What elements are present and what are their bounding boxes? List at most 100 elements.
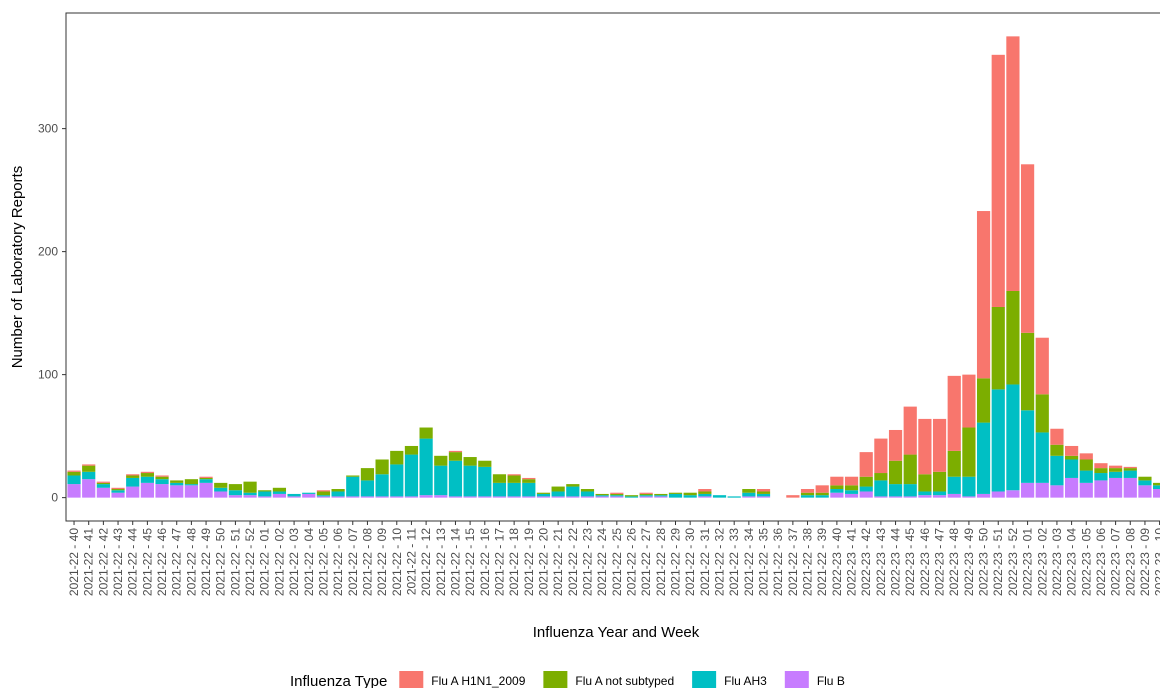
bar-segment <box>67 471 81 476</box>
x-tick-label: 2021-22 - 51 <box>228 528 242 596</box>
x-tick-label: 2021-22 - 06 <box>331 528 345 596</box>
bar-segment <box>228 490 243 496</box>
bar-segment <box>1035 337 1049 395</box>
x-tick-label: 2021-22 - 20 <box>536 528 550 596</box>
bar-segment <box>82 471 96 480</box>
bar-segment <box>815 495 829 498</box>
bar-segment <box>316 496 331 498</box>
bar-segment <box>918 474 932 492</box>
bar-segment <box>932 418 947 472</box>
bar-segment <box>1064 477 1079 498</box>
bar-segment <box>390 450 404 465</box>
bar-segment <box>419 495 433 498</box>
bar-segment <box>903 496 917 498</box>
bar-segment <box>1035 394 1049 433</box>
bar-segment <box>742 492 756 497</box>
x-tick-label: 2021-22 - 46 <box>155 528 169 596</box>
bar-segment <box>302 493 316 498</box>
y-tick-label: 0 <box>51 491 58 505</box>
bar-segment <box>214 482 228 488</box>
bar-segment <box>448 496 463 498</box>
bar-segment <box>434 495 448 498</box>
bar-segment <box>932 491 947 496</box>
bar-segment <box>844 476 859 486</box>
bar-segment <box>844 490 859 494</box>
x-tick-label: 2021-22 - 38 <box>801 528 815 596</box>
bar-segment <box>962 476 976 497</box>
bar-segment <box>580 496 595 498</box>
bar-segment <box>478 460 492 467</box>
x-tick-label: 2021-22 - 33 <box>727 528 741 596</box>
bar-segment <box>859 452 873 477</box>
bar-segment <box>874 496 888 498</box>
bar-segment <box>991 54 1005 307</box>
bar-segment <box>976 493 991 498</box>
x-tick-label: 2021-22 - 28 <box>654 528 668 596</box>
bar-segment <box>140 482 154 498</box>
bar-segment <box>1050 485 1064 498</box>
x-tick-label: 2021-22 - 01 <box>258 528 272 596</box>
bar-segment <box>316 495 331 497</box>
bar-segment <box>888 429 903 461</box>
bar-segment <box>478 496 492 498</box>
bar-segment <box>947 450 961 477</box>
x-tick-label: 2021-22 - 39 <box>815 528 829 596</box>
bar-segment <box>492 482 507 497</box>
bar-segment <box>991 491 1005 498</box>
bar-segment <box>126 474 140 476</box>
x-tick-label: 2021-22 - 52 <box>243 528 257 596</box>
x-tick-label: 2021-22 - 03 <box>287 528 301 596</box>
x-tick-label: 2021-22 - 42 <box>96 528 110 596</box>
x-tick-label: 2021-22 - 31 <box>698 528 712 596</box>
bar-segment <box>932 495 947 498</box>
x-axis-title: Influenza Year and Week <box>533 624 700 641</box>
bar-segment <box>1035 432 1049 483</box>
bar-segment <box>595 495 609 497</box>
x-tick-label: 2022-23 - 47 <box>933 528 947 596</box>
bar-segment <box>1109 465 1123 469</box>
bar-segment <box>683 492 697 496</box>
bar-segment <box>918 491 932 496</box>
bar-segment <box>1020 332 1035 411</box>
bar-segment <box>111 490 125 493</box>
bar-segment <box>1020 164 1035 333</box>
x-tick-label: 2021-22 - 50 <box>214 528 228 596</box>
bar-segment <box>962 427 976 477</box>
bar-segment <box>507 474 521 476</box>
bar-segment <box>272 487 287 492</box>
bar-segment <box>1153 482 1160 486</box>
x-tick-label: 2021-22 - 30 <box>683 528 697 596</box>
x-tick-label: 2021-22 - 18 <box>507 528 521 596</box>
bar-segment <box>844 493 859 498</box>
bar-segment <box>1064 459 1079 478</box>
bar-segment <box>595 496 609 498</box>
bar-segment <box>874 438 888 474</box>
x-tick-label: 2021-22 - 24 <box>595 528 609 596</box>
bar-segment <box>580 491 595 497</box>
bar-segment <box>346 476 360 497</box>
bar-segment <box>976 378 991 423</box>
bar-segment <box>947 375 961 451</box>
bar-segment <box>170 485 184 498</box>
bar-segment <box>96 484 110 488</box>
bar-segment <box>639 493 653 496</box>
bar-segment <box>1064 455 1079 460</box>
bar-segment <box>991 306 1005 390</box>
bar-segment <box>551 491 565 497</box>
bar-segment <box>654 493 668 496</box>
bar-segment <box>507 496 521 498</box>
bar-segment <box>1123 468 1137 471</box>
x-tick-label: 2021-22 - 47 <box>170 528 184 596</box>
bar-segment <box>228 495 243 498</box>
bar-segment <box>1109 468 1123 472</box>
legend-label: Flu B <box>817 674 845 688</box>
bar-segment <box>874 473 888 481</box>
x-tick-label: 2022-23 - 41 <box>845 528 859 596</box>
bar-segment <box>155 476 169 480</box>
bar-segment <box>742 496 756 498</box>
bar-segment <box>903 484 917 497</box>
bar-segment <box>551 486 565 492</box>
x-tick-label: 2021-22 - 27 <box>639 528 653 596</box>
x-tick-label: 2022-23 - 08 <box>1123 528 1137 596</box>
bar-segment <box>888 496 903 498</box>
